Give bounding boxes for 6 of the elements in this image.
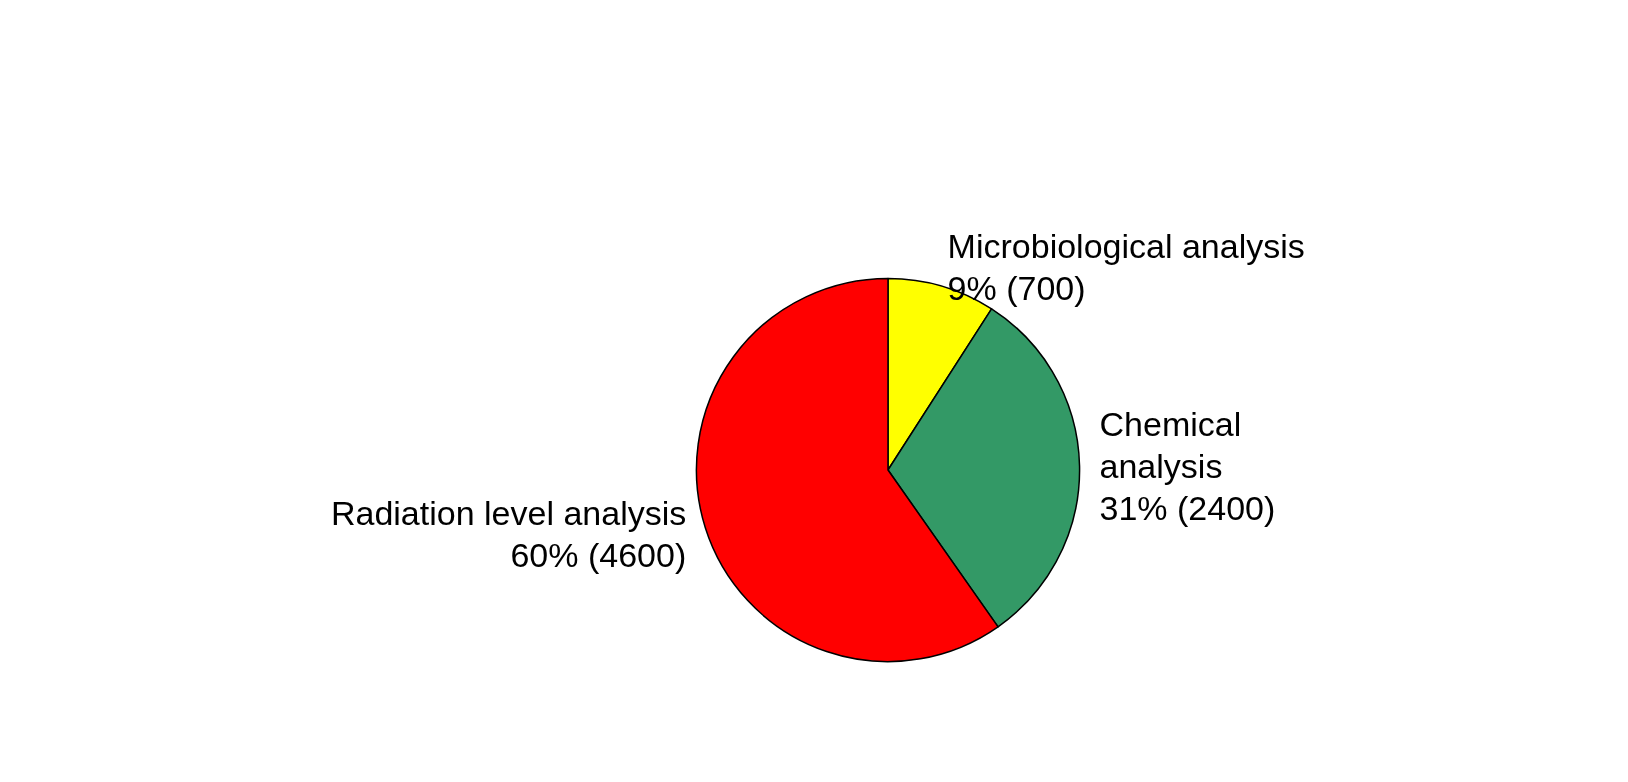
data-label: 9% (700) [947, 268, 1086, 307]
slice-label: Microbiological analysis [947, 226, 1305, 265]
slice-label: Chemical analysis [1099, 404, 1242, 485]
data-label: 31% (2400) [1099, 488, 1276, 527]
slice-label: Radiation level analysis [330, 493, 687, 532]
data-label: 60% (4600) [510, 535, 687, 574]
